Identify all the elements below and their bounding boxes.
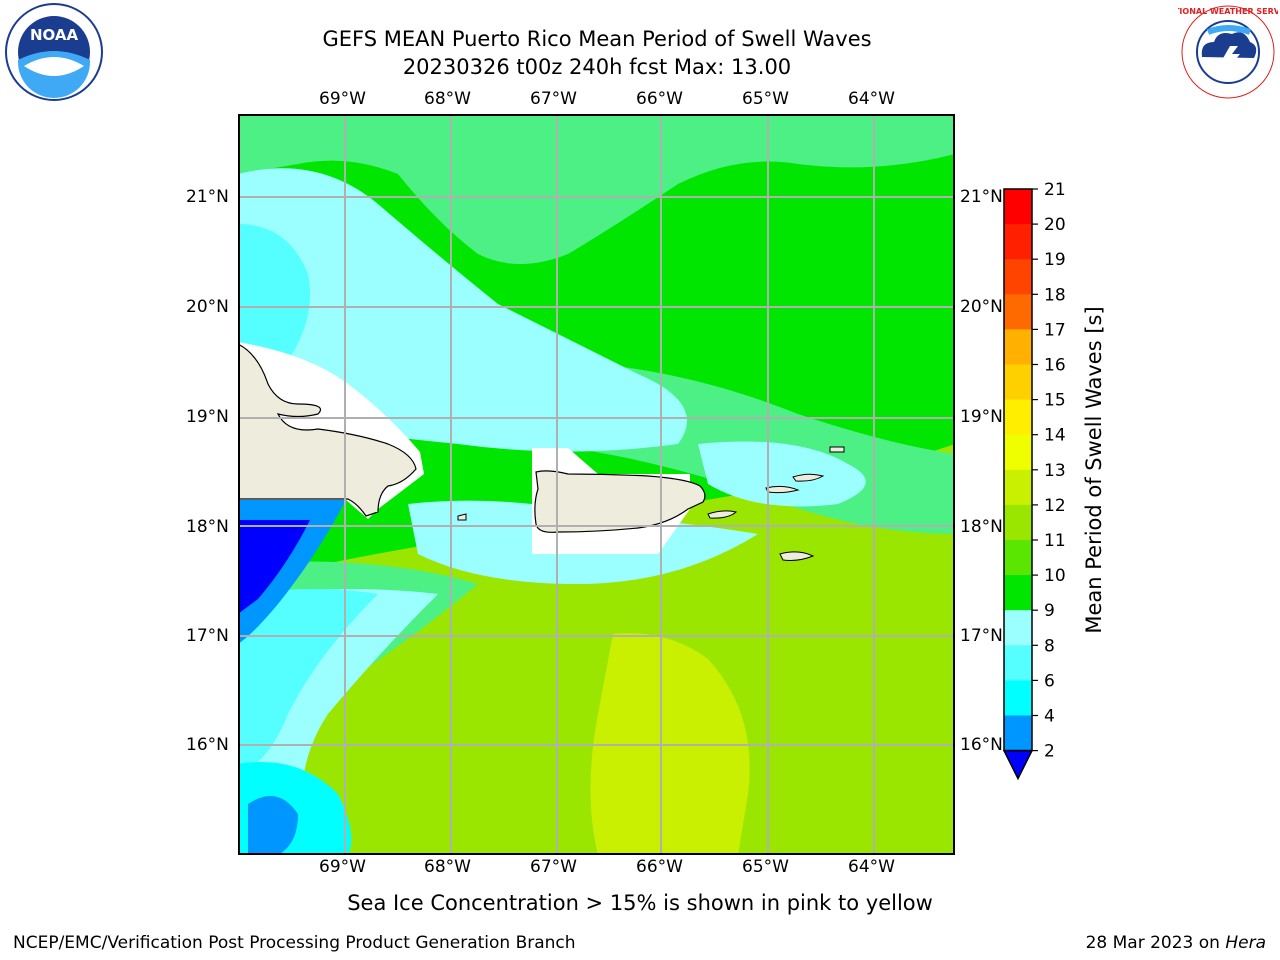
noaa-logo: NOAA [5, 3, 103, 101]
colorbar-segment [1004, 715, 1032, 752]
lat-label-left: 16°N [186, 735, 229, 755]
lon-label-bottom: 69°W [319, 857, 366, 877]
colorbar-segment [1004, 575, 1032, 611]
colorbar-tick-label: 6 [1044, 671, 1055, 691]
colorbar-tick-label: 20 [1044, 215, 1066, 235]
footer-date: 28 Mar 2023 on Hera [1086, 933, 1266, 953]
colorbar-tick-label: 21 [1044, 180, 1066, 200]
sea-ice-caption: Sea Ice Concentration > 15% is shown in … [347, 891, 933, 915]
colorbar-segment [1004, 329, 1032, 365]
colorbar-tick-label: 16 [1044, 356, 1066, 376]
colorbar-tick-label: 14 [1044, 426, 1066, 446]
colorbar-segment [1004, 189, 1032, 225]
lon-label-top: 65°W [742, 89, 789, 109]
colorbar-tick-label: 9 [1044, 601, 1055, 621]
lat-label-right: 20°N [960, 297, 1003, 317]
lat-label-left: 19°N [186, 407, 229, 427]
nws-logo: NATIONAL WEATHER SERVICE [1178, 5, 1278, 99]
lat-label-left: 21°N [186, 187, 229, 207]
colorbar-tick-label: 12 [1044, 496, 1066, 516]
colorbar-segment [1004, 645, 1032, 681]
colorbar-segment [1004, 224, 1032, 260]
footer-date-text: 28 Mar 2023 on [1085, 933, 1226, 953]
lon-label-top: 64°W [848, 89, 895, 109]
lon-label-bottom: 67°W [530, 857, 577, 877]
lon-label-bottom: 64°W [848, 857, 895, 877]
lat-label-right: 19°N [960, 407, 1003, 427]
lon-label-bottom: 68°W [424, 857, 471, 877]
colorbar-segment [1004, 259, 1032, 295]
lat-label-right: 18°N [960, 517, 1003, 537]
nws-ring-text: NATIONAL WEATHER SERVICE [1178, 7, 1278, 16]
colorbar-segment [1004, 469, 1032, 506]
colorbar-segment [1004, 399, 1032, 436]
lon-label-top: 66°W [636, 89, 683, 109]
colorbar-segment [1004, 540, 1032, 576]
lon-label-top: 69°W [319, 89, 366, 109]
lat-label-right: 21°N [960, 187, 1003, 207]
lat-label-left: 20°N [186, 297, 229, 317]
lat-label-left: 18°N [186, 517, 229, 537]
lat-label-right: 17°N [960, 626, 1003, 646]
title-line-1: GEFS MEAN Puerto Rico Mean Period of Swe… [322, 27, 872, 51]
colorbar-tick-label: 11 [1044, 531, 1066, 551]
colorbar-segment [1004, 364, 1032, 401]
lon-label-bottom: 66°W [636, 857, 683, 877]
colorbar-tick-label: 8 [1044, 636, 1055, 656]
colorbar-tick-label: 13 [1044, 461, 1066, 481]
colorbar-extension [1002, 749, 1034, 781]
lat-label-right: 16°N [960, 735, 1003, 755]
colorbar-label: Mean Period of Swell Waves [s] [1082, 306, 1106, 634]
colorbar-segment [1004, 610, 1032, 646]
lon-label-top: 67°W [530, 89, 577, 109]
footer-host: Hera [1225, 933, 1266, 953]
colorbar-segment [1004, 680, 1032, 716]
colorbar-segment [1004, 504, 1032, 541]
colorbar-segment [1004, 434, 1032, 471]
colorbar-tick-label: 17 [1044, 320, 1066, 340]
lon-label-top: 68°W [424, 89, 471, 109]
lon-label-bottom: 65°W [742, 857, 789, 877]
colorbar-tick-label: 15 [1044, 391, 1066, 411]
colorbar-tick-label: 4 [1044, 707, 1055, 727]
colorbar-tick-label: 18 [1044, 285, 1066, 305]
title-line-2: 20230326 t00z 240h fcst Max: 13.00 [402, 55, 792, 79]
colorbar-tick-label: 10 [1044, 566, 1066, 586]
colorbar-segment [1004, 294, 1032, 330]
footer-credit: NCEP/EMC/Verification Post Processing Pr… [13, 933, 576, 953]
colorbar-tick-label: 2 [1044, 742, 1055, 762]
colorbar: 21 20 19 18 17 16 15 14 13 12 11 10 9 8 6 4 2 [1002, 180, 1066, 781]
swell-period-map [238, 114, 955, 855]
colorbar-tick-label: 19 [1044, 250, 1066, 270]
noaa-logo-text: NOAA [30, 26, 79, 44]
lat-label-left: 17°N [186, 626, 229, 646]
